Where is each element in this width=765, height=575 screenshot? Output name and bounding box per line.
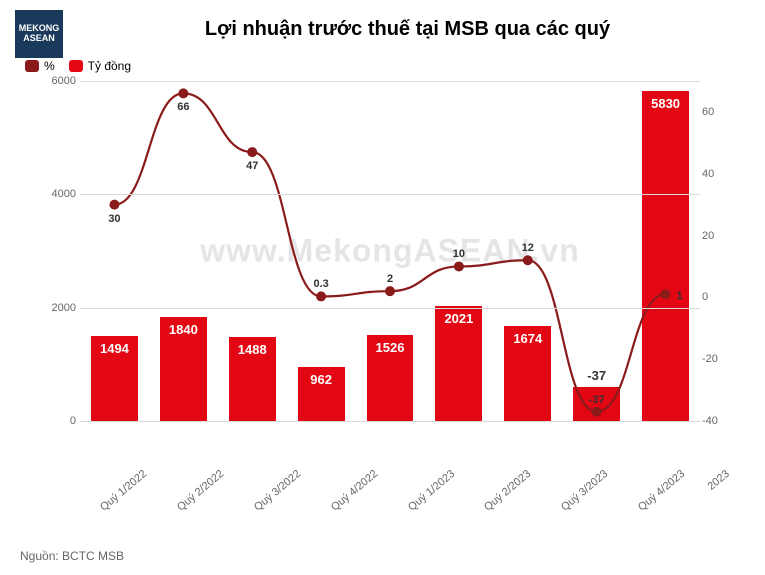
bar-label: -37: [562, 368, 631, 383]
legend-item-line: %: [25, 59, 55, 73]
bar-wrap: 1526: [356, 81, 425, 421]
chart-container: MEKONG ASEAN Lợi nhuận trước thuế tại MS…: [0, 0, 765, 575]
xtick: Quý 4/2023: [636, 455, 703, 514]
bar-label: 2021: [424, 311, 493, 326]
source-text: Nguồn: BCTC MSB: [20, 549, 124, 563]
bar-wrap: -37: [562, 81, 631, 421]
bar-label: 5830: [631, 96, 700, 111]
line-point-label: 2: [387, 273, 393, 285]
chart-title: Lợi nhuận trước thuế tại MSB qua các quý: [20, 18, 745, 41]
line-point-label: 47: [246, 160, 258, 172]
ytick-right: -40: [702, 415, 738, 427]
xtick: Quý 3/2022: [252, 455, 319, 514]
ytick-left: 4000: [40, 188, 76, 200]
legend: % Tỷ đồng: [25, 59, 745, 73]
xtick: Quý 3/2023: [559, 455, 626, 514]
gridline: [80, 81, 700, 82]
line-point-label: -37: [589, 394, 605, 406]
y-axis-right: -40-200204060: [702, 81, 740, 421]
xtick: Quý 1/2023: [405, 455, 472, 514]
bar-label: 1840: [149, 322, 218, 337]
legend-line-label: %: [44, 59, 55, 73]
ytick-right: -20: [702, 353, 738, 365]
y-axis-left: 0200040006000: [40, 81, 78, 421]
bar-wrap: 1840: [149, 81, 218, 421]
line-point-label: 1: [676, 290, 682, 302]
bar: [642, 91, 689, 421]
bar-wrap: 1494: [80, 81, 149, 421]
bar-label: 1674: [493, 331, 562, 346]
legend-item-bar: Tỷ đồng: [69, 59, 131, 73]
ytick-left: 2000: [40, 302, 76, 314]
plot-area: www.MekongASEAN.vn 149418401488962152620…: [80, 81, 700, 421]
xtick: Quý 2/2022: [175, 455, 242, 514]
legend-line-swatch: [25, 60, 39, 72]
line-point-label: 30: [108, 213, 120, 225]
brand-logo: MEKONG ASEAN: [15, 10, 63, 58]
bar-wrap: 962: [287, 81, 356, 421]
bar-label: 1526: [356, 340, 425, 355]
xtick: 2023: [705, 455, 747, 493]
gridline: [80, 194, 700, 195]
ytick-right: 60: [702, 106, 738, 118]
line-point-label: 10: [453, 248, 465, 260]
logo-line2: ASEAN: [23, 34, 55, 44]
bar-label: 1494: [80, 341, 149, 356]
line-point-label: 12: [522, 242, 534, 254]
chart-area: 0200040006000 www.MekongASEAN.vn 1494184…: [40, 81, 740, 461]
xtick: Quý 4/2022: [329, 455, 396, 514]
xtick: Quý 2/2023: [482, 455, 549, 514]
ytick-left: 0: [40, 415, 76, 427]
bar-wrap: 5830: [631, 81, 700, 421]
xtick: Quý 1/2022: [98, 455, 165, 514]
x-axis: Quý 1/2022Quý 2/2022Quý 3/2022Quý 4/2022…: [80, 445, 700, 467]
bar-label: 962: [287, 372, 356, 387]
ytick-left: 6000: [40, 75, 76, 87]
bar-label: 1488: [218, 342, 287, 357]
line-point-label: 66: [177, 101, 189, 113]
ytick-right: 0: [702, 291, 738, 303]
ytick-right: 40: [702, 168, 738, 180]
gridline: [80, 308, 700, 309]
bar-wrap: 1488: [218, 81, 287, 421]
line-point-label: 0.3: [313, 278, 328, 290]
legend-bar-label: Tỷ đồng: [88, 59, 131, 73]
gridline: [80, 421, 700, 422]
legend-bar-swatch: [69, 60, 83, 72]
bars-group: 149418401488962 1526 20211674 -37 5830: [80, 81, 700, 421]
ytick-right: 20: [702, 230, 738, 242]
